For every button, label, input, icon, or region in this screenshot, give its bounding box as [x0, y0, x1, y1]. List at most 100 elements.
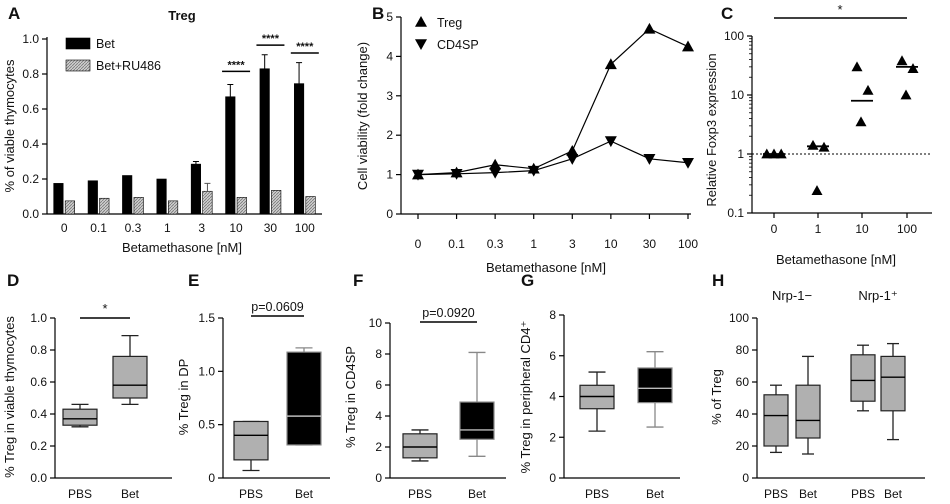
panel-h-y-tick-label: 40 — [736, 407, 750, 421]
panel-b-marker-treg — [604, 58, 617, 70]
panel-h-x-tick-label: PBS — [764, 487, 788, 501]
panel-b-y-tick-label: 0 — [386, 207, 393, 221]
panel-f-box — [459, 401, 495, 440]
panel-a-x-tick-label: 10 — [229, 221, 243, 235]
panel-a-bar-bet-ru486 — [133, 197, 144, 215]
panel-c-point — [855, 116, 867, 127]
panel-b-x-tick-label: 30 — [643, 237, 657, 251]
panel-label-b: B — [372, 4, 384, 23]
panel-f-y-tick-label: 2 — [375, 440, 382, 454]
panel-b-marker-treg — [566, 144, 579, 156]
panel-c-y-tick-label: 1 — [737, 147, 744, 161]
panel-c-xlabel: Betamethasone [nM] — [776, 252, 896, 267]
panel-label-e: E — [188, 271, 199, 290]
panel-b-ylabel: Cell viability (fold change) — [355, 42, 370, 190]
panel-c-significance-label: * — [837, 2, 842, 17]
panel-b-y-tick-label: 2 — [386, 128, 393, 142]
panel-d-annotation-label: * — [102, 301, 107, 316]
panel-f-y-tick-label: 10 — [369, 316, 383, 330]
panel-d-y-tick-label: 1.0 — [30, 311, 47, 325]
panel-c-y-tick-label: 10 — [731, 88, 745, 102]
panel-e-x-tick-label: PBS — [239, 487, 263, 501]
panel-a-bar-bet-ru486 — [271, 190, 282, 215]
panel-g-y-tick-label: 2 — [549, 430, 556, 444]
panel-b-marker-cd4sp — [489, 167, 502, 179]
panel-a-bar-bet — [53, 183, 64, 215]
panel-a-bar-bet-ru486 — [202, 190, 213, 215]
panel-label-g: G — [521, 271, 534, 290]
panel-a-x-tick-label: 30 — [264, 221, 278, 235]
panel-a-legend-label: Bet+RU486 — [96, 59, 161, 73]
panel-b-legend-label: CD4SP — [437, 38, 479, 52]
panel-d-x-tick-label: PBS — [68, 487, 92, 501]
panel-h-group-label: Nrp-1⁺ — [858, 288, 897, 303]
panel-a-bar-bet — [294, 83, 305, 215]
panel-g-ylabel: % Treg in peripheral CD4⁺ — [518, 321, 533, 474]
panel-label-f: F — [353, 271, 363, 290]
panel-d-y-tick-label: 0.8 — [30, 343, 47, 357]
panel-b-marker-cd4sp — [682, 157, 694, 169]
panel-h-box — [795, 384, 821, 439]
panel-c-point — [907, 63, 919, 74]
panel-b-legend-label: Treg — [437, 16, 462, 30]
panel-a-x-tick-label: 0.1 — [90, 221, 107, 235]
panel-a-xlabel: Betamethasone [nM] — [122, 240, 242, 255]
panel-b-marker-cd4sp — [527, 165, 540, 177]
panel-c-x-tick-label: 100 — [897, 222, 917, 236]
panel-a-bar-bet — [225, 96, 236, 215]
panel-a-bar-bet-ru486 — [236, 197, 247, 215]
panel-c-point — [807, 139, 819, 150]
panel-a-y-tick-label: 0.8 — [22, 67, 39, 81]
panel-g-y-tick-label: 0 — [549, 471, 556, 485]
panel-f-x-tick-label: PBS — [408, 487, 432, 501]
panel-h-box — [763, 394, 789, 447]
panel-e-y-tick-label: 0.5 — [198, 418, 215, 432]
panel-f-y-tick-label: 4 — [375, 409, 382, 423]
panel-b-y-tick-label: 3 — [386, 89, 393, 103]
panel-b-y-tick-label: 4 — [386, 49, 393, 63]
panel-c-point — [900, 89, 912, 100]
panel-e-x-tick-label: Bet — [295, 487, 314, 501]
panel-c-y-tick-label: 100 — [724, 29, 744, 43]
panel-b-y-tick-label: 5 — [386, 10, 393, 24]
panel-h-box — [880, 355, 906, 412]
panel-e-box — [233, 420, 269, 461]
panel-e-annotation-label: p=0.0609 — [251, 300, 304, 314]
panel-g-box — [637, 367, 673, 404]
panel-a-ylabel: % of viable thymocytes — [2, 59, 17, 192]
panel-c-y-tick-label: 0.1 — [727, 206, 744, 220]
panel-e-y-tick-label: 1.5 — [198, 311, 215, 325]
panel-b-marker-cd4sp — [566, 154, 579, 165]
panel-a-y-tick-label: 0.2 — [22, 172, 39, 186]
panel-f-x-tick-label: Bet — [468, 487, 487, 501]
panel-a-legend-label: Bet — [96, 37, 115, 51]
panel-a-y-tick-label: 0.0 — [22, 207, 39, 221]
panel-a-significance-label: **** — [228, 59, 246, 71]
panel-b-x-tick-label: 0.1 — [448, 237, 465, 251]
panel-b-line-treg — [417, 28, 689, 176]
panel-a-significance-label: **** — [296, 41, 314, 53]
panel-c-point — [811, 185, 823, 195]
panel-d-box — [112, 355, 148, 399]
panel-b-legend-marker — [415, 39, 427, 50]
panel-c-x-tick-label: 1 — [815, 222, 822, 236]
panel-e-ylabel: % Treg in DP — [176, 359, 191, 436]
panel-b-xlabel: Betamethasone [nM] — [486, 260, 606, 275]
panel-f-annotation-label: p=0.0920 — [422, 306, 475, 320]
panel-b-x-tick-label: 0.3 — [487, 237, 504, 251]
panel-a-bar-bet-ru486 — [64, 200, 75, 215]
panel-b-x-tick-label: 1 — [530, 237, 537, 251]
panel-b-marker-cd4sp — [643, 154, 656, 165]
panel-f-y-tick-label: 6 — [375, 378, 382, 392]
panel-h-y-tick-label: 20 — [736, 439, 750, 453]
panel-a-y-tick-label: 0.4 — [22, 137, 39, 151]
panel-h-group-label: Nrp-1− — [772, 288, 812, 303]
panel-h-y-tick-label: 100 — [729, 311, 749, 325]
panel-b-marker-treg — [643, 22, 656, 34]
panel-h-ylabel: % of Treg — [709, 369, 724, 425]
panel-a-legend-swatch — [65, 59, 91, 72]
panel-a-x-tick-label: 100 — [295, 221, 315, 235]
panel-c-point — [896, 55, 908, 66]
panel-a-y-tick-label: 1.0 — [22, 32, 39, 46]
